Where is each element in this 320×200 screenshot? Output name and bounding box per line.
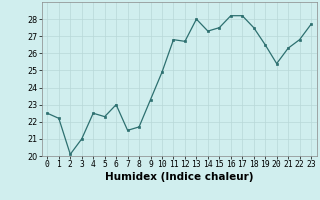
X-axis label: Humidex (Indice chaleur): Humidex (Indice chaleur): [105, 172, 253, 182]
